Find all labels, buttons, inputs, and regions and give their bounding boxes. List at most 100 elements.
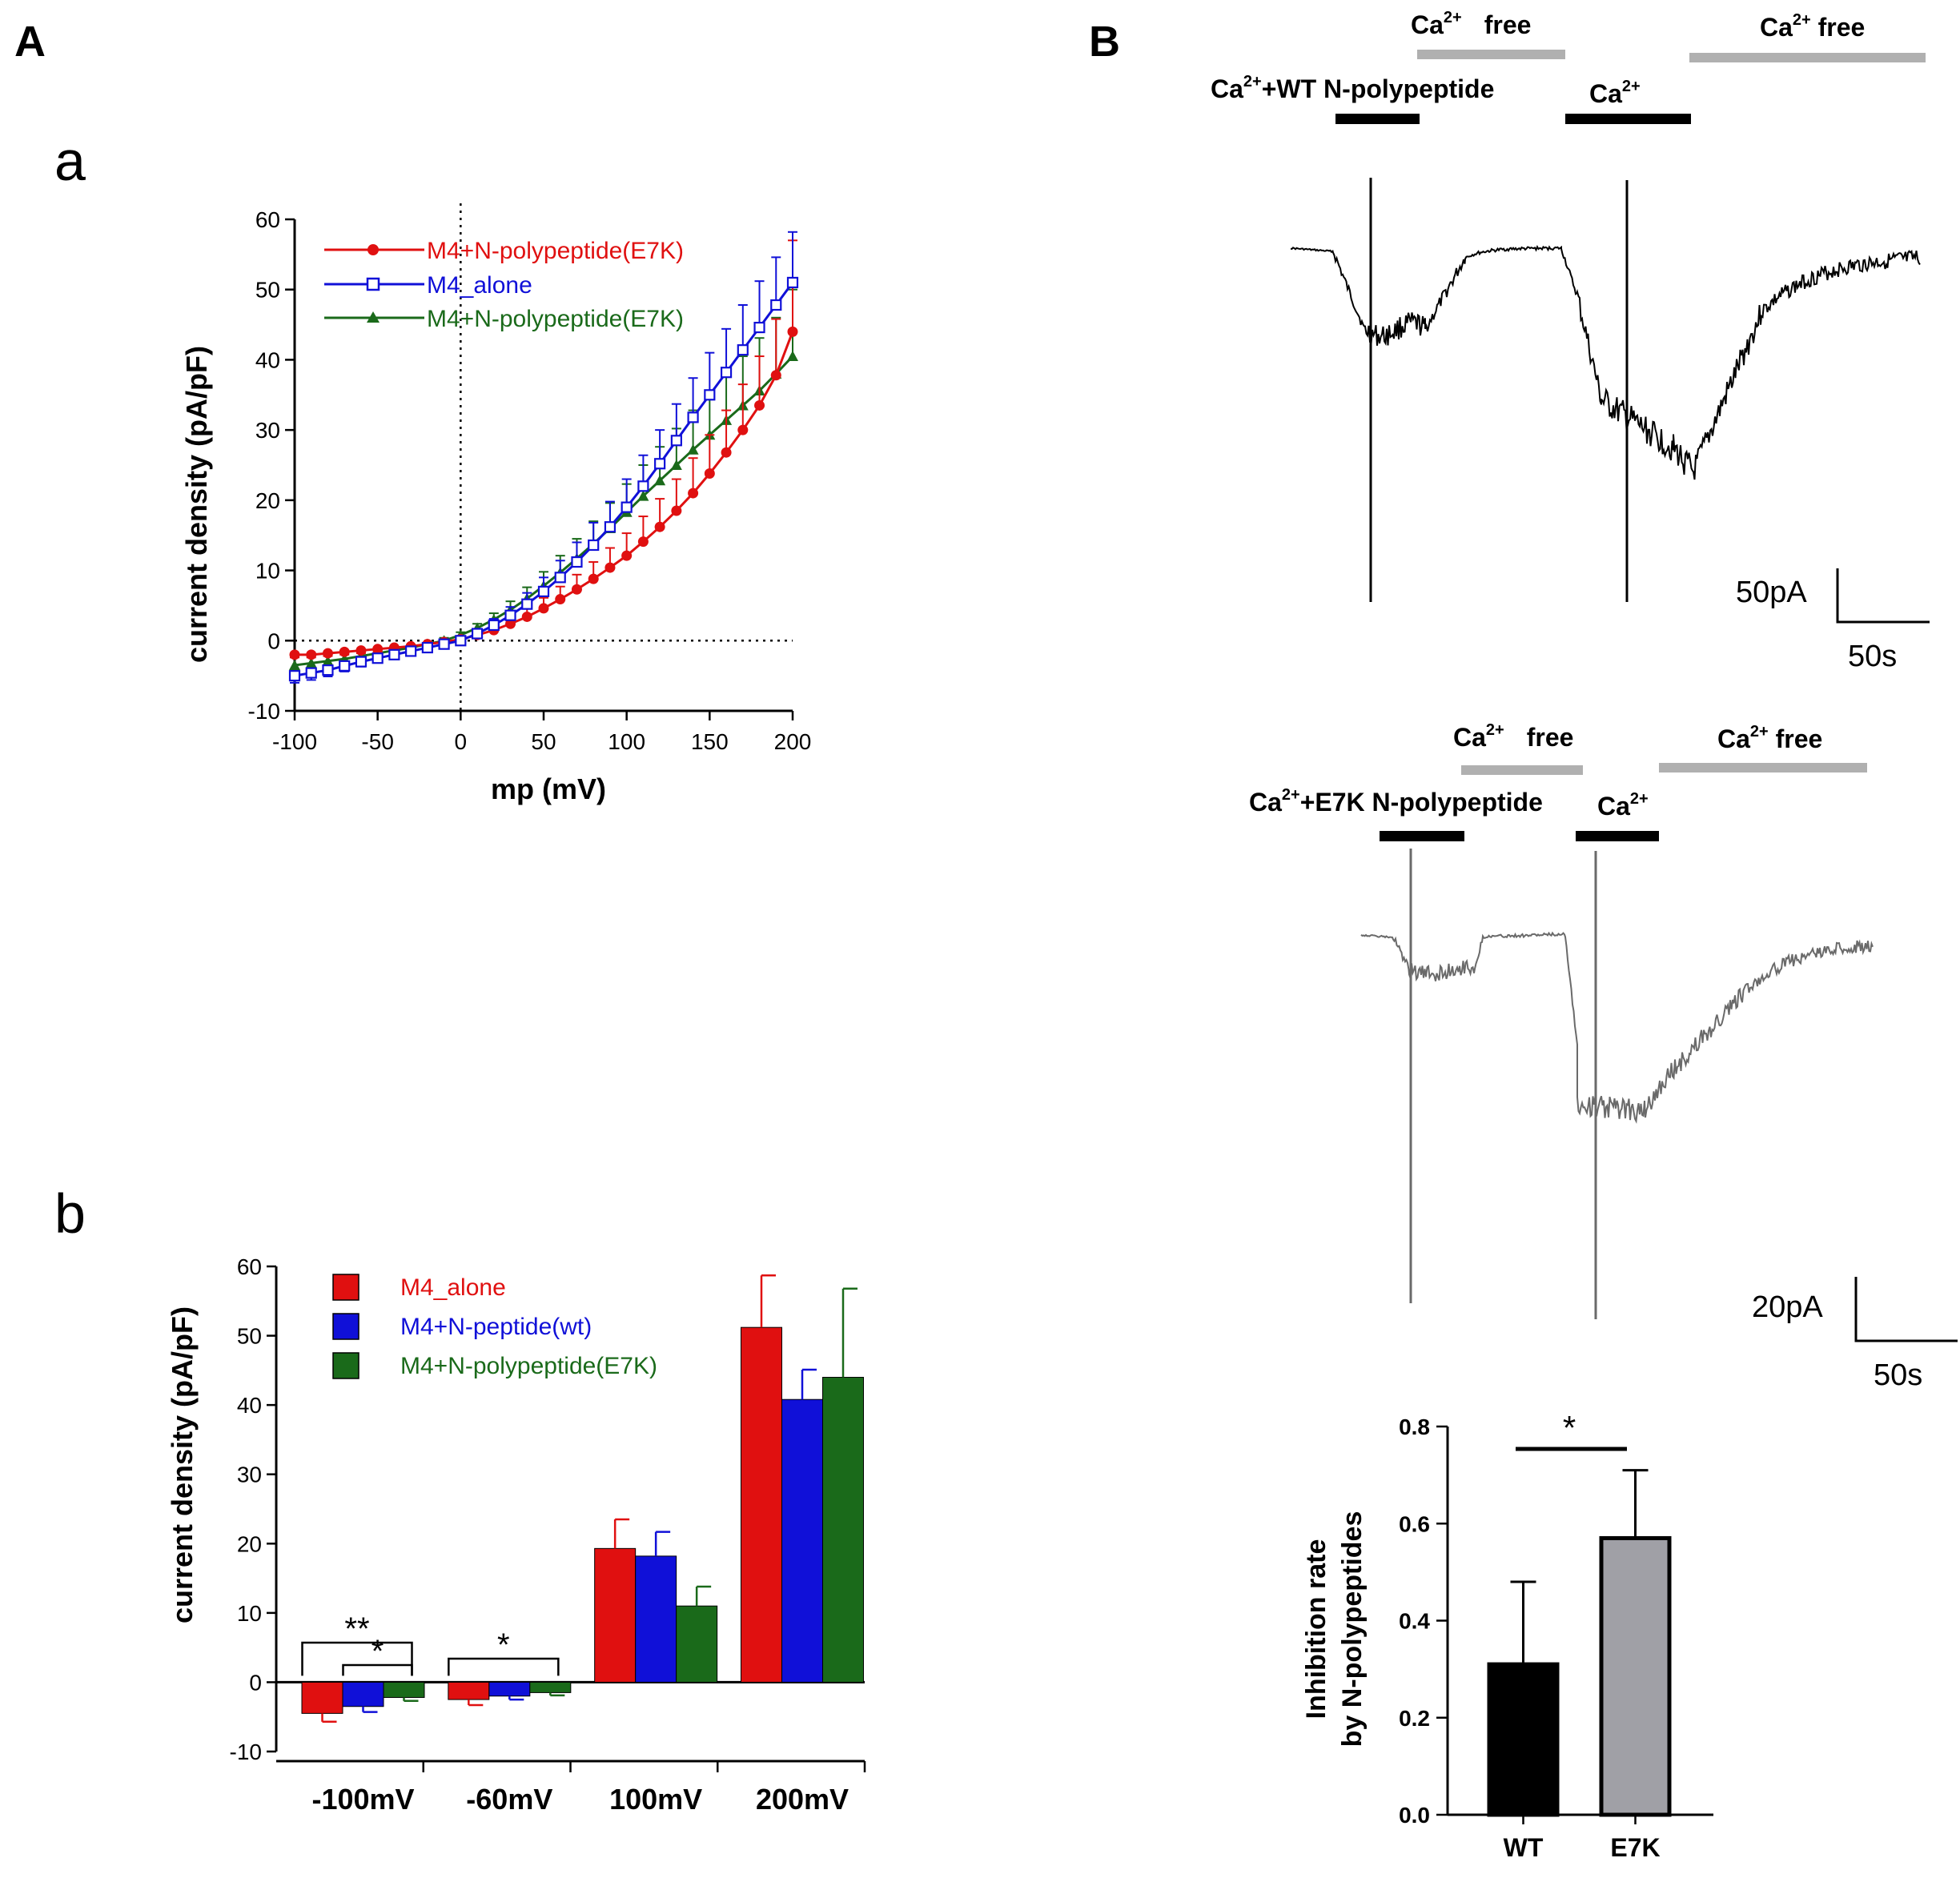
iv-xtick-label: -50 xyxy=(361,729,393,754)
iv-point-blue xyxy=(588,539,600,552)
legend-marker-square xyxy=(366,277,380,291)
iv-point-red xyxy=(355,645,367,656)
iv-point-green xyxy=(305,657,317,668)
inhibition-ytick-label: 0.2 xyxy=(1399,1706,1430,1731)
ca-free-bar-4 xyxy=(1659,763,1867,772)
iv-point-green xyxy=(654,475,666,486)
iv-ylabel: current density (pA/pF) xyxy=(180,346,213,663)
inhibition-significance-star: * xyxy=(1563,1409,1576,1447)
iv-xtick-label: 200 xyxy=(774,729,812,754)
significance-bracket xyxy=(342,1663,413,1676)
iv-point-blue xyxy=(305,667,317,679)
inhibition-ytick-label: 0.4 xyxy=(1399,1609,1430,1634)
iv-ytick-label: 0 xyxy=(267,628,280,653)
bar-ytick-label: 20 xyxy=(237,1531,262,1556)
iv-point-green xyxy=(289,659,300,670)
treatment-label: Ca2++WT N-polypeptide xyxy=(1211,73,1494,103)
iv-point-red xyxy=(306,649,317,660)
iv-point-red xyxy=(654,521,665,532)
iv-point-green xyxy=(322,655,334,666)
current-trace-top xyxy=(1290,178,1921,602)
iv-xtick-label: -100 xyxy=(272,729,317,754)
significance-bracket xyxy=(301,1641,413,1676)
iv-point-blue xyxy=(388,648,400,660)
bar-green xyxy=(529,1681,572,1693)
bar-red xyxy=(301,1681,343,1714)
trace-waveform xyxy=(1290,244,1921,480)
legend-marker-triangle xyxy=(367,311,380,323)
significance-bracket xyxy=(448,1657,560,1676)
iv-ytick-label: 40 xyxy=(255,347,280,372)
iv-xlabel: mp (mV) xyxy=(491,772,606,805)
iv-point-blue xyxy=(355,656,368,668)
iv-xtick-label: 0 xyxy=(455,729,468,754)
scale-current-bottom: 20pA xyxy=(1752,1290,1823,1324)
ca-free-label-4: Ca2+ free xyxy=(1717,723,1822,753)
ca-free-bar-3 xyxy=(1461,765,1583,775)
iv-point-blue xyxy=(372,652,384,664)
inhibition-bar-E7K xyxy=(1599,1535,1672,1817)
iv-ytick-label: 10 xyxy=(255,559,280,584)
iv-point-blue xyxy=(504,609,516,621)
iv-ytick-label: 50 xyxy=(255,278,280,303)
iv-ytick-label: 20 xyxy=(255,488,280,513)
panel-label-a: a xyxy=(54,130,86,192)
iv-ytick-label: 60 xyxy=(255,207,280,232)
ca-free-label-3: Ca2+ free xyxy=(1453,721,1573,752)
iv-point-red xyxy=(704,468,715,480)
iv-point-blue xyxy=(654,458,666,470)
bar-ylabel: current density (pA/pF) xyxy=(166,1306,199,1623)
legend-swatch-blue xyxy=(332,1313,359,1340)
iv-xtick-label: 150 xyxy=(691,729,729,754)
bar-blue xyxy=(342,1681,384,1707)
iv-point-blue xyxy=(720,367,733,379)
scale-time-top: 50s xyxy=(1848,640,1897,673)
iv-point-red xyxy=(505,618,516,629)
iv-ytick-label: 30 xyxy=(255,418,280,443)
iv-point-blue xyxy=(753,321,765,334)
iv-point-blue xyxy=(704,389,716,401)
inhibition-bar-WT xyxy=(1487,1662,1560,1817)
bar-green xyxy=(383,1681,425,1698)
ca-free-label-1: Ca2+ free xyxy=(1411,9,1531,39)
iv-point-blue xyxy=(571,556,583,568)
iv-point-red xyxy=(289,649,300,660)
iv-point-red xyxy=(721,447,732,458)
treatment-label-e7k: Ca2++E7K N-polypeptide xyxy=(1249,786,1543,817)
bar-blue xyxy=(488,1681,531,1697)
ca-bar-bottom xyxy=(1576,831,1659,841)
scale-current-top: 50pA xyxy=(1736,576,1807,609)
iv-point-blue xyxy=(604,521,617,533)
iv-point-blue xyxy=(521,598,533,610)
bar-ytick-label: 30 xyxy=(237,1463,262,1487)
bar-axes: -10 0 10 20 30 40 50 60 -100mV -60mV 100mV 200mV xyxy=(230,1254,866,1816)
bar-category-label: 100mV xyxy=(609,1783,702,1816)
iv-ytick-label: -10 xyxy=(248,699,280,724)
iv-point-blue xyxy=(339,660,351,672)
inhibition-ytick-label: 0.8 xyxy=(1399,1415,1430,1439)
iv-point-red xyxy=(588,573,599,584)
iv-point-blue xyxy=(488,619,500,632)
iv-point-red xyxy=(555,594,566,605)
significance-star: * xyxy=(497,1627,510,1663)
bar-category-label: -100mV xyxy=(311,1783,414,1816)
iv-point-green xyxy=(687,443,699,455)
legend-label-m4-alone: M4_alone xyxy=(400,1274,506,1301)
bar-legend: M4_alone M4+N-peptide(wt) M4+N-polypepti… xyxy=(332,1274,657,1379)
inhibition-category-label: E7K xyxy=(1610,1833,1660,1862)
iv-point-red xyxy=(787,326,798,337)
inhibition-axes: 0.0 0.2 0.4 0.6 0.8 WT E7K xyxy=(1399,1415,1713,1862)
iv-point-red xyxy=(754,399,765,411)
bar-green xyxy=(821,1377,864,1683)
iv-point-red xyxy=(339,646,350,657)
legend-label-green: M4+N-polypeptide(E7K) xyxy=(427,306,684,332)
treatment-bar xyxy=(1335,114,1420,124)
iv-line-green xyxy=(294,355,794,667)
scale-bar-bottom xyxy=(1854,1277,1958,1342)
iv-xtick-label: 100 xyxy=(608,729,645,754)
panel-label-A: A xyxy=(14,18,46,66)
